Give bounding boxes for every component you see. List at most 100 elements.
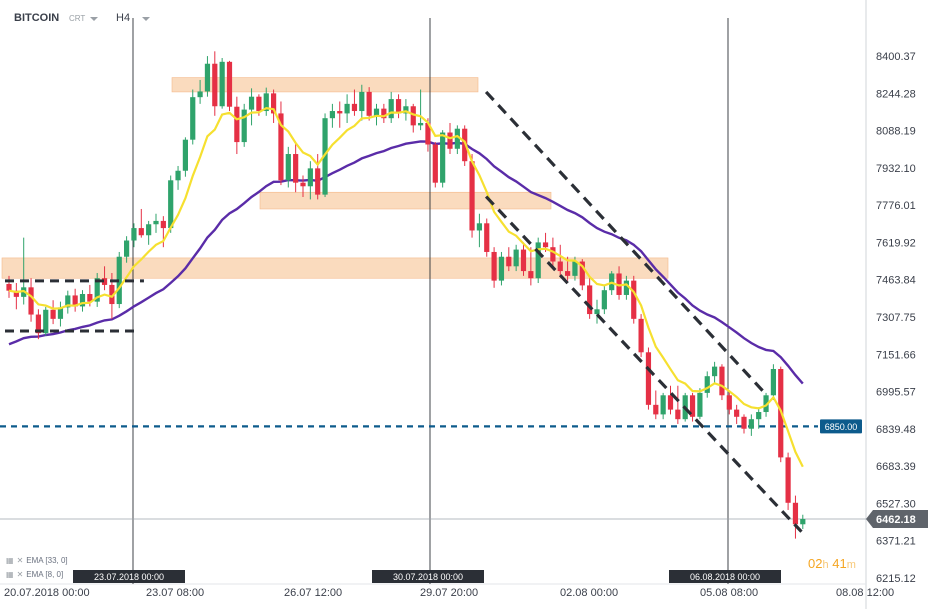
- candle: [410, 103, 416, 133]
- candle: [226, 60, 233, 112]
- session-marker-bg: [372, 570, 484, 583]
- candle: [212, 51, 218, 116]
- candle: [241, 103, 247, 147]
- candle-body: [638, 318, 644, 353]
- candle-body: [792, 502, 799, 525]
- candle-body: [72, 295, 78, 307]
- candle-body: [535, 242, 541, 279]
- close-icon[interactable]: ✕: [16, 570, 24, 579]
- candle-body: [572, 261, 578, 276]
- session-marker-text: 23.07.2018 00:00: [94, 572, 164, 582]
- candle-body: [440, 132, 446, 183]
- candle: [513, 244, 519, 272]
- candle: [403, 99, 409, 121]
- indicator-legend-ema-slow[interactable]: ▦ ✕ EMA [33, 0]: [6, 556, 68, 565]
- candle-body: [234, 106, 240, 143]
- candle-body: [565, 271, 571, 276]
- y-tick-label: 7151.66: [876, 349, 916, 361]
- candle: [792, 495, 799, 539]
- y-tick-label: 6527.30: [876, 498, 916, 510]
- candle-body: [756, 412, 762, 420]
- candle: [462, 125, 468, 166]
- session-marker-label: 06.08.2018 00:00: [669, 570, 781, 583]
- candle-body: [388, 99, 394, 119]
- candle: [484, 218, 490, 257]
- candle-body: [645, 352, 652, 405]
- candle-body: [462, 128, 468, 162]
- candle-body: [366, 91, 372, 116]
- indicator-params: [33, 0]: [45, 556, 68, 565]
- candle: [72, 288, 78, 312]
- candle: [234, 96, 240, 155]
- x-tick-label: 08.08 12:00: [836, 587, 894, 599]
- candle-body: [219, 61, 225, 107]
- candle: [248, 88, 255, 126]
- candle-body: [329, 111, 335, 119]
- y-tick-label: 7619.92: [876, 237, 916, 249]
- source-label[interactable]: CRT: [69, 14, 86, 23]
- candle-body: [623, 280, 629, 295]
- candle-body: [278, 113, 284, 181]
- candle-body: [50, 309, 56, 319]
- candle: [579, 259, 585, 291]
- candle-body: [557, 261, 563, 272]
- candle: [587, 278, 593, 319]
- candle: [285, 146, 291, 188]
- candle: [94, 272, 100, 307]
- candle-body: [175, 170, 181, 181]
- candle-body: [513, 249, 519, 267]
- source-chevron-down-icon[interactable]: [90, 17, 98, 21]
- candle: [293, 142, 299, 193]
- x-tick-label: 02.08 00:00: [560, 587, 618, 599]
- candle: [153, 213, 159, 233]
- y-tick-label: 6215.12: [876, 573, 916, 585]
- y-tick-label: 6371.21: [876, 536, 916, 548]
- candle-body: [469, 161, 475, 231]
- timeframe-label[interactable]: H4: [116, 12, 131, 24]
- candle-body: [719, 366, 725, 396]
- current-price-tag-label: 6462.18: [876, 514, 916, 526]
- channel-upper-line: [484, 90, 764, 392]
- candle-body: [6, 283, 12, 291]
- timeframe-chevron-down-icon[interactable]: [142, 17, 150, 21]
- candle: [79, 290, 86, 312]
- candle: [146, 220, 152, 245]
- indicator-legend-ema-fast[interactable]: ▦ ✕ EMA [8, 0]: [6, 570, 63, 579]
- settings-icon[interactable]: ▦: [6, 556, 14, 565]
- x-tick-label: 29.07 20:00: [420, 587, 478, 599]
- candle-body: [425, 122, 431, 145]
- candle: [395, 94, 402, 119]
- indicator-name: EMA: [26, 556, 44, 565]
- candle-body: [168, 180, 174, 229]
- candle-countdown: 02h 41m: [808, 556, 856, 571]
- candle: [28, 278, 34, 322]
- candle-body: [748, 419, 754, 429]
- candle: [344, 94, 350, 123]
- candle: [623, 275, 629, 300]
- candle-body: [447, 132, 453, 149]
- candle-body: [418, 122, 424, 126]
- candle: [388, 91, 394, 123]
- symbol-label[interactable]: BITCOIN: [14, 12, 60, 24]
- channel-lower-line: [484, 195, 803, 533]
- candle-body: [689, 395, 696, 417]
- candle-body: [182, 139, 188, 171]
- candle-body: [160, 220, 166, 229]
- candle-body: [594, 309, 600, 315]
- settings-icon[interactable]: ▦: [6, 570, 14, 579]
- candle-body: [454, 128, 460, 149]
- close-icon[interactable]: ✕: [16, 556, 24, 565]
- candle: [138, 208, 144, 238]
- candle-body: [79, 294, 86, 307]
- candle: [182, 137, 188, 177]
- indicator-name: EMA: [26, 570, 44, 579]
- level-badge: 6850.00: [820, 419, 862, 434]
- candle-body: [57, 307, 64, 319]
- candle: [719, 364, 725, 401]
- candle: [498, 251, 505, 286]
- candle-body: [87, 294, 93, 302]
- candle-body: [101, 278, 108, 285]
- candle: [190, 89, 196, 145]
- candle-body: [697, 392, 703, 417]
